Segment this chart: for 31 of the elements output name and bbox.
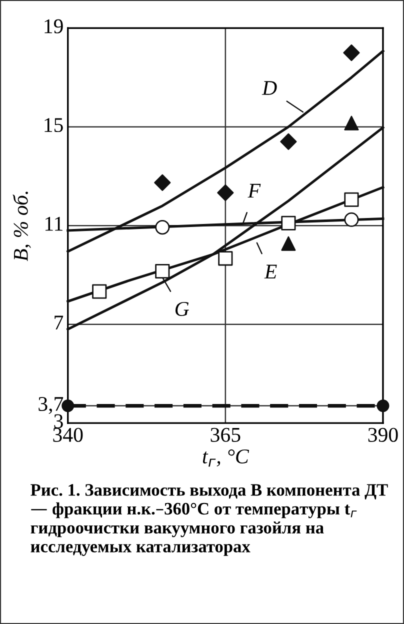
y-tick-label: 3	[54, 414, 63, 428]
x-axis-title: t$_{г}$, °C	[202, 449, 250, 467]
y-tick-label: 7	[54, 316, 64, 330]
point	[343, 44, 360, 62]
x-tick-label: 390	[368, 428, 398, 442]
line-series	[66, 126, 384, 331]
point	[155, 264, 170, 279]
x-tick-label: 340	[53, 428, 83, 442]
annotation: G	[175, 302, 189, 316]
y-tick-label: 11	[45, 216, 62, 231]
x-tick-label: 365	[210, 428, 240, 442]
annotation: F	[248, 184, 261, 198]
point	[344, 192, 359, 207]
point	[92, 284, 107, 299]
annotation: D	[262, 81, 277, 95]
point	[155, 220, 170, 235]
point	[218, 251, 233, 266]
point	[344, 116, 359, 130]
annotation: E	[264, 264, 277, 278]
text: Рис. 1. Зависимость выхода B компонента ДТ — фракции н.к.–360°C от температуры t$_{г}$ гидроочистки вакуумного газойля на исследуемых катализаторах	[30, 484, 388, 556]
point	[281, 236, 296, 251]
point	[344, 212, 359, 227]
point	[280, 133, 297, 150]
y-tick-label: 15	[44, 118, 63, 132]
point	[154, 174, 171, 191]
y-tick-label: 19	[44, 19, 63, 34]
point	[217, 184, 234, 202]
line-series	[66, 50, 384, 253]
point	[281, 216, 296, 230]
y-axis-title: B, % об.	[12, 192, 31, 262]
point	[376, 400, 390, 412]
